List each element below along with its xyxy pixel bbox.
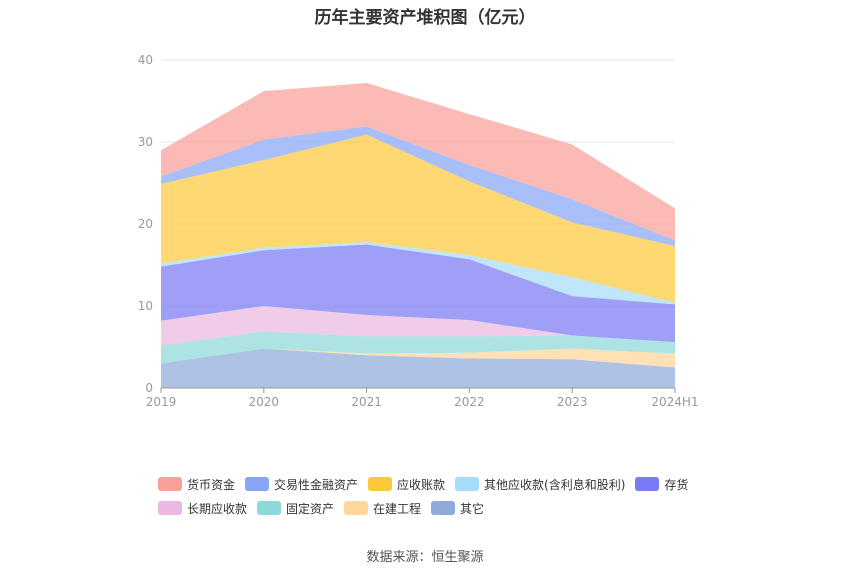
legend-swatch [635, 477, 660, 491]
legend-label: 固定资产 [286, 501, 335, 516]
data-source: 数据来源：恒生聚源 [366, 550, 484, 565]
legend-swatch [158, 501, 182, 515]
y-tick-label: 20 [138, 217, 153, 231]
area-series [161, 244, 675, 343]
area-series [161, 242, 675, 305]
x-tick-label: 2019 [146, 395, 177, 409]
legend-label: 交易性金融资产 [274, 477, 359, 492]
legend: 货币资金 交易性金融资产 应收账款 其他应收款(含利息和股利) 存货 长期应收款… [158, 472, 718, 520]
legend-item-inventory[interactable]: 存货 [635, 476, 688, 493]
legend-label: 其它 [460, 501, 485, 516]
legend-item-fixed-assets[interactable]: 固定资产 [257, 500, 334, 517]
y-tick-label: 0 [145, 381, 153, 395]
legend-label: 在建工程 [373, 501, 422, 516]
legend-swatch [431, 501, 456, 515]
area-series [161, 348, 675, 368]
legend-item-other[interactable]: 其它 [431, 500, 484, 517]
legend-row-2: 长期应收款 固定资产 在建工程 其它 [158, 496, 718, 520]
legend-item-cash[interactable]: 货币资金 [158, 476, 235, 493]
legend-item-trading-assets[interactable]: 交易性金融资产 [245, 476, 358, 493]
area-series [161, 134, 675, 303]
legend-swatch [245, 477, 270, 491]
legend-label: 存货 [664, 477, 689, 492]
axes: 0 10 20 30 40 2019 2020 2021 2022 2023 2024H1 [138, 53, 699, 409]
area-series [161, 331, 675, 364]
legend-item-receivables[interactable]: 应收账款 [368, 476, 445, 493]
x-tick-label: 2023 [557, 395, 588, 409]
area-series [161, 306, 675, 346]
stacked-areas [161, 82, 675, 388]
legend-swatch [158, 477, 182, 491]
legend-label: 其他应收款(含利息和股利) [484, 477, 626, 492]
legend-item-other-receivables[interactable]: 其他应收款(含利息和股利) [455, 476, 625, 493]
area-series [161, 126, 675, 247]
chart-title: 历年主要资产堆积图（亿元） [314, 8, 536, 28]
x-tick-label: 2020 [249, 395, 280, 409]
legend-label: 长期应收款 [187, 501, 248, 516]
y-tick-label: 30 [138, 135, 153, 149]
area-series [161, 348, 675, 388]
legend-label: 应收账款 [397, 477, 446, 492]
y-tick-label: 10 [138, 299, 153, 313]
legend-label: 货币资金 [187, 477, 236, 492]
legend-row-1: 货币资金 交易性金融资产 应收账款 其他应收款(含利息和股利) 存货 [158, 472, 718, 496]
x-tick-label: 2024H1 [651, 395, 698, 409]
legend-item-construction[interactable]: 在建工程 [344, 500, 421, 517]
legend-swatch [257, 501, 282, 515]
legend-swatch [344, 501, 369, 515]
legend-item-long-term-receivables[interactable]: 长期应收款 [158, 500, 247, 517]
legend-swatch [455, 477, 480, 491]
x-tick-label: 2022 [454, 395, 485, 409]
x-tick-label: 2021 [351, 395, 382, 409]
y-tick-label: 40 [138, 53, 153, 67]
legend-swatch [368, 477, 393, 491]
area-series [161, 82, 675, 241]
